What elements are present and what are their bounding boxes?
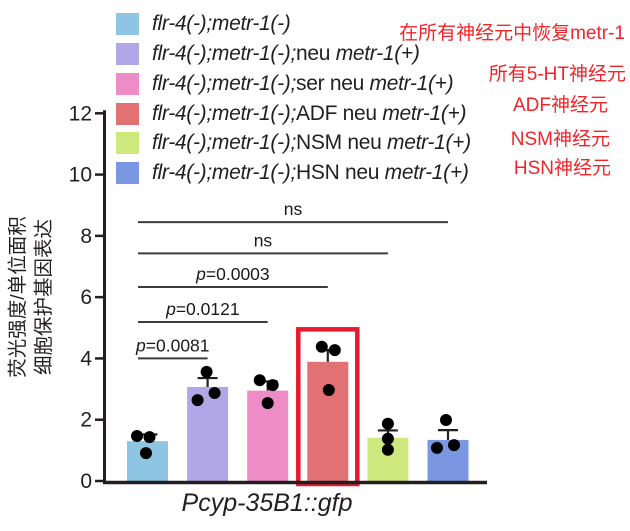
data-point-1-1 [191,394,204,407]
legend-label-segment: flr-4(-);metr-1(-); [152,42,297,66]
legend-label-2: flr-4(-);metr-1(-);ser neu metr-1(+) [152,71,454,96]
legend-label-segment: flr-4(-);metr-1(-) [152,12,291,36]
legend-label-segment: metr-1(+) [384,161,469,185]
legend-label-segment: neu [296,42,336,66]
data-point-3-1 [328,344,341,357]
legend-label-segment: flr-4(-);metr-1(-); [152,101,297,125]
data-point-0-0 [131,429,143,442]
comparison-label-2: p=0.0003 [195,264,269,284]
y-tick-label-8: 8 [80,225,92,248]
data-point-5-2 [448,439,460,452]
data-point-2-0 [253,374,266,387]
legend-item-3: flr-4(-);metr-1(-);ADF neu metr-1(+) [116,102,471,125]
data-point-1-2 [208,387,221,400]
y-axis-title-line-1: 荧光强度/单位面积 [7,216,29,378]
legend-label-5: flr-4(-);metr-1(-);HSN neu metr-1(+) [152,161,469,185]
x-axis-title: Pcyp-35B1::gfp [181,489,353,517]
data-point-0-1 [143,431,156,444]
legend-item-2: flr-4(-);metr-1(-);ser neu metr-1(+) [116,71,471,96]
data-point-3-2 [322,383,335,396]
y-tick-label-4: 4 [80,347,92,370]
comparison-label-3: p=0.0121 [165,299,239,319]
bar-3 [307,361,349,481]
legend-label-segment: ser neu [296,71,370,95]
y-tick-label-10: 10 [69,164,92,187]
legend-item-0: flr-4(-);metr-1(-) [116,12,471,36]
legend-label-4: flr-4(-);metr-1(-);NSM neu metr-1(+) [152,131,471,155]
bar-0 [127,441,168,481]
legend-label-segment: HSN neu [296,161,385,185]
legend-label-1: flr-4(-);metr-1(-);neu metr-1(+) [152,42,420,66]
data-point-2-1 [266,379,279,392]
data-point-0-2 [140,447,152,460]
data-point-4-1 [381,432,394,445]
legend-label-3: flr-4(-);metr-1(-);ADF neu metr-1(+) [152,102,466,126]
data-point-3-0 [315,340,328,353]
legend-label-segment: metr-1(+) [335,42,420,66]
legend-label-0: flr-4(-);metr-1(-) [152,12,291,36]
data-point-4-0 [381,417,394,430]
annotation-4: HSN神经元 [513,158,611,179]
y-axis-title: 荧光强度/单位面积 细胞保护基因表达 [5,216,57,377]
annotation-1: 所有5-HT神经元 [488,64,626,85]
legend-label-segment: flr-4(-);metr-1(-); [152,131,297,155]
data-point-5-0 [440,414,452,427]
legend-swatch-0 [116,13,139,36]
legend-item-1: flr-4(-);metr-1(-);neu metr-1(+) [116,42,471,66]
legend-item-4: flr-4(-);metr-1(-);NSM neu metr-1(+) [116,131,471,155]
legend-label-segment: metr-1(+) [387,131,471,155]
y-tick-label-6: 6 [80,286,92,309]
comparison-label-4: p=0.0081 [135,335,209,355]
y-axis-title-line-2: 细胞保护基因表达 [33,218,55,376]
comparison-label-0: ns [284,199,303,219]
legend-swatch-3 [116,102,139,125]
legend-label-segment: flr-4(-);metr-1(-); [152,71,297,95]
data-point-2-2 [261,397,274,410]
annotation-0: 在所有神经元中恢复metr-1 [399,23,625,44]
annotation-3: NSM神经元 [510,129,610,150]
comparison-label-1: ns [254,230,273,250]
legend: flr-4(-);metr-1(-) flr-4(-);metr-1(-);neu… [116,12,471,192]
legend-swatch-4 [116,132,139,155]
legend-item-5: flr-4(-);metr-1(-);HSN neu metr-1(+) [116,161,471,185]
legend-label-segment: metr-1(+) [369,71,454,95]
legend-label-segment: metr-1(+) [382,101,467,125]
data-point-4-2 [381,443,394,456]
y-tick-label-0: 0 [80,470,92,493]
legend-label-segment: ADF neu [296,101,383,125]
data-point-1-0 [200,365,213,378]
legend-label-segment: flr-4(-);metr-1(-); [152,161,297,185]
legend-swatch-2 [116,72,139,95]
annotation-2: ADF神经元 [512,95,608,116]
y-tick-label-2: 2 [80,409,92,432]
legend-swatch-5 [116,162,139,185]
y-tick-label-12: 12 [69,102,92,125]
data-point-5-1 [431,441,443,454]
legend-label-segment: NSM neu [296,131,387,155]
legend-swatch-1 [116,43,139,66]
